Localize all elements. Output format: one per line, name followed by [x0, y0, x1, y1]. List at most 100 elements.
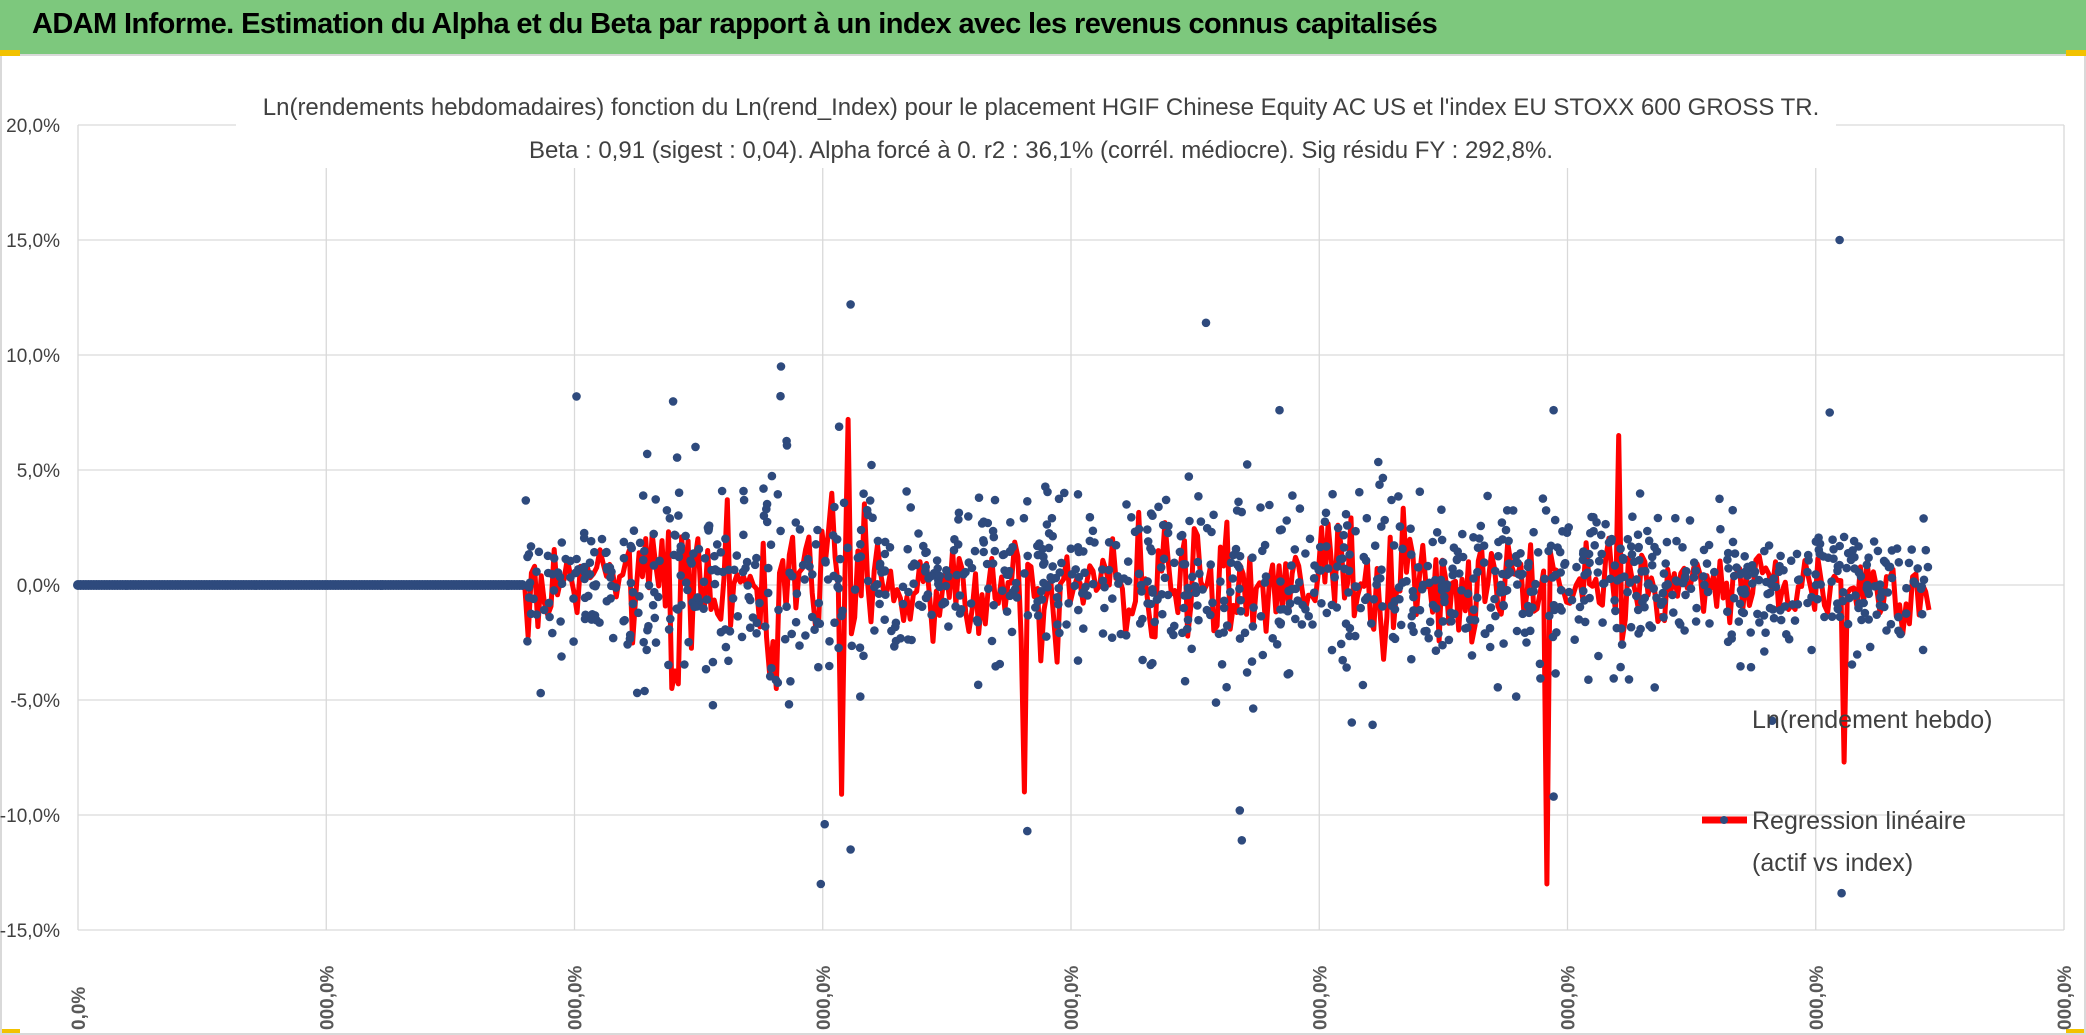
return-marker [998, 550, 1008, 560]
return-marker [1452, 554, 1462, 564]
return-marker [639, 546, 649, 556]
return-marker [1902, 583, 1911, 593]
return-marker [1835, 612, 1845, 622]
return-marker [662, 506, 672, 515]
return-marker [644, 581, 654, 590]
return-marker [1448, 570, 1458, 580]
legend-label-regression: Regression linéaire [1752, 807, 1966, 835]
return-marker [1886, 619, 1896, 629]
return-marker [1256, 612, 1266, 621]
return-marker [1803, 567, 1812, 577]
return-marker [566, 573, 575, 582]
return-marker [1917, 609, 1927, 619]
return-marker [1555, 547, 1565, 557]
return-marker [648, 600, 658, 610]
return-marker [1275, 525, 1285, 535]
return-marker [691, 442, 700, 452]
return-marker [1179, 603, 1188, 613]
return-marker [1370, 541, 1380, 550]
chart-frame [0, 56, 2086, 1035]
return-marker [1446, 608, 1456, 618]
return-marker [1330, 572, 1339, 582]
return-marker [1236, 595, 1245, 605]
return-markers [73, 235, 1933, 898]
return-marker [1437, 535, 1447, 545]
return-marker [1052, 593, 1062, 602]
return-marker [1064, 599, 1073, 608]
return-marker [1194, 492, 1203, 501]
return-marker [1274, 617, 1284, 626]
return-marker [1496, 585, 1506, 594]
return-marker [1828, 535, 1837, 544]
x-tick-label: 0,0% [69, 987, 90, 1030]
return-marker [1150, 617, 1159, 627]
return-marker [1820, 612, 1829, 622]
return-marker [1556, 568, 1565, 577]
return-marker [1644, 579, 1653, 588]
return-marker [674, 488, 684, 498]
return-marker [1647, 552, 1657, 562]
return-marker [1486, 603, 1496, 612]
return-marker [1152, 595, 1162, 604]
return-marker [1023, 551, 1032, 561]
return-marker [1837, 888, 1846, 898]
return-marker [1652, 547, 1662, 556]
return-marker [1463, 589, 1473, 598]
return-marker [1672, 577, 1682, 586]
return-marker [855, 643, 865, 652]
return-marker [1355, 487, 1364, 497]
return-marker [1260, 540, 1270, 550]
return-marker [1148, 588, 1157, 597]
return-marker [1691, 566, 1701, 575]
return-marker [1071, 565, 1080, 574]
return-marker [699, 604, 708, 613]
return-marker [1786, 556, 1796, 565]
return-marker [549, 586, 559, 595]
return-marker [808, 570, 817, 579]
return-marker [1148, 658, 1157, 668]
return-marker [792, 589, 802, 598]
return-marker [1074, 547, 1084, 557]
return-marker [1851, 591, 1860, 600]
return-marker [724, 565, 734, 575]
return-marker [1748, 579, 1757, 588]
return-marker [909, 579, 918, 588]
return-marker [700, 554, 710, 563]
return-marker [825, 637, 834, 646]
return-marker [1309, 588, 1319, 597]
return-marker [1387, 495, 1396, 505]
return-marker [1339, 530, 1348, 540]
return-marker [1540, 574, 1549, 584]
return-marker [865, 496, 875, 505]
return-marker [601, 548, 611, 558]
return-marker [524, 583, 534, 592]
return-marker [1518, 609, 1527, 619]
return-marker [1180, 591, 1189, 600]
return-marker [1680, 626, 1689, 635]
return-marker [1498, 569, 1507, 579]
return-marker [1633, 605, 1643, 615]
return-marker [1842, 563, 1851, 573]
return-marker [1434, 629, 1443, 638]
return-marker [1275, 405, 1284, 415]
return-marker [1040, 558, 1049, 567]
return-marker [1623, 587, 1632, 597]
return-marker [881, 590, 890, 599]
return-marker [1098, 629, 1108, 638]
return-marker [1739, 608, 1749, 618]
return-marker [1390, 605, 1400, 614]
return-marker [523, 552, 532, 562]
return-marker [990, 495, 1000, 505]
return-marker [1249, 603, 1258, 612]
return-marker [710, 579, 720, 589]
return-marker [1283, 606, 1293, 616]
return-marker [1438, 640, 1447, 650]
return-marker [1316, 566, 1326, 575]
return-marker [680, 660, 689, 669]
return-marker [1073, 656, 1083, 665]
return-marker [1716, 524, 1725, 534]
return-marker [921, 548, 930, 558]
return-marker [1769, 574, 1778, 583]
return-marker [1705, 619, 1714, 628]
